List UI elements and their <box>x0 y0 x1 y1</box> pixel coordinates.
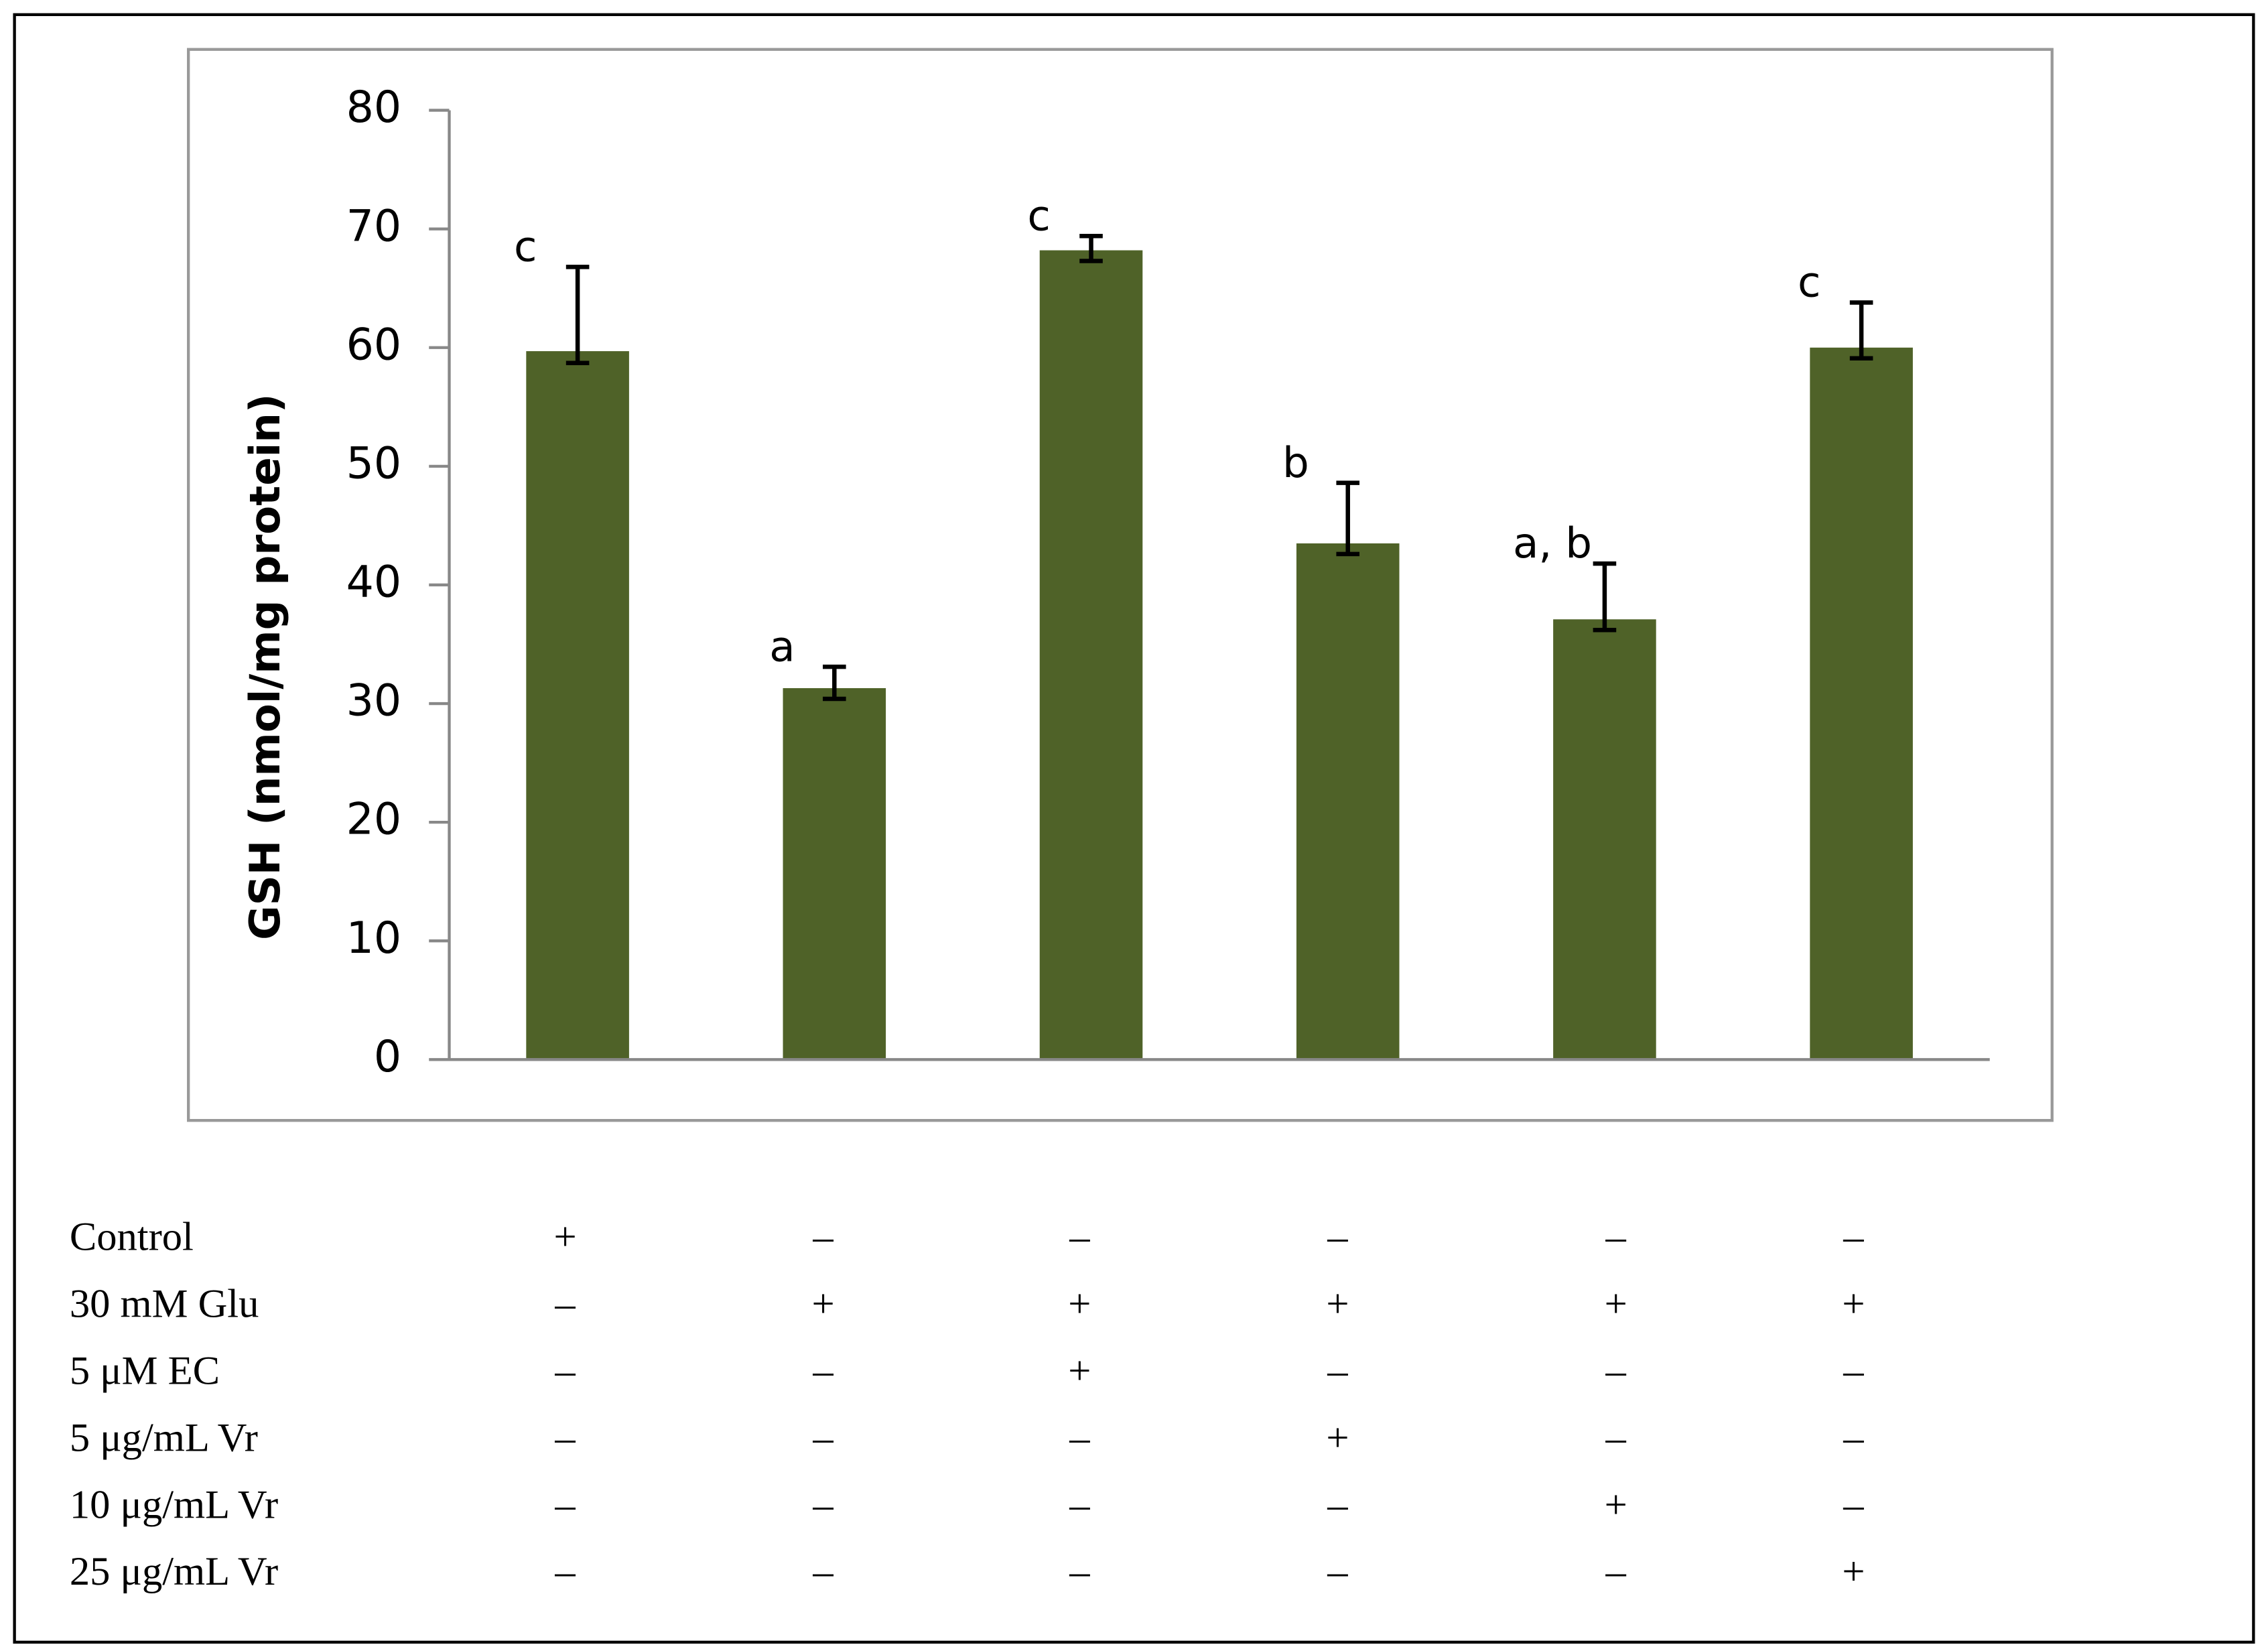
treatment-cell: – <box>1605 1415 1627 1460</box>
bar <box>1296 543 1400 1060</box>
treatment-cell: + <box>1605 1282 1627 1327</box>
treatment-cell: – <box>1327 1549 1348 1594</box>
row-label: 5 μg/mL Vr <box>70 1415 258 1460</box>
significance-label: b <box>1282 438 1309 487</box>
treatment-cell: – <box>1069 1482 1090 1527</box>
treatment-cell: – <box>812 1415 833 1460</box>
treatment-cell: – <box>1605 1549 1627 1594</box>
y-tick-label: 50 <box>346 438 402 488</box>
significance-label: c <box>1027 191 1050 240</box>
treatment-cell: + <box>1068 1282 1091 1327</box>
treatment-cell: – <box>554 1482 576 1527</box>
treatment-cell: – <box>1327 1482 1348 1527</box>
y-tick-label: 60 <box>346 320 402 370</box>
row-label: Control <box>70 1215 194 1260</box>
treatment-cell: – <box>1069 1215 1090 1260</box>
treatment-cell: – <box>554 1348 576 1393</box>
bar <box>1553 619 1656 1060</box>
y-tick-label: 10 <box>346 913 402 964</box>
treatment-cell: – <box>1843 1482 1864 1527</box>
row-label: 25 μg/mL Vr <box>70 1549 278 1594</box>
treatment-cell: + <box>1326 1282 1349 1327</box>
y-axis-label: GSH (nmol/mg protein) <box>241 393 289 939</box>
significance-label: c <box>1798 258 1820 307</box>
treatment-cell: – <box>812 1348 833 1393</box>
treatment-cell: – <box>554 1282 576 1327</box>
treatment-cell: + <box>1842 1282 1865 1327</box>
bar <box>526 351 629 1060</box>
y-tick-label: 30 <box>346 676 402 726</box>
y-tick-label: 0 <box>374 1032 401 1082</box>
treatment-cell: – <box>554 1549 576 1594</box>
y-tick-label: 40 <box>346 557 402 608</box>
treatment-cell: – <box>1843 1215 1864 1260</box>
y-tick-label: 70 <box>346 201 402 251</box>
plot-frame <box>187 48 2054 1122</box>
treatment-cell: – <box>1843 1348 1864 1393</box>
outer-border <box>13 13 2255 1644</box>
treatment-cell: + <box>1068 1348 1091 1393</box>
significance-label: a, b <box>1513 519 1592 568</box>
treatment-cell: – <box>1327 1215 1348 1260</box>
significance-label: c <box>514 222 537 271</box>
treatment-cell: – <box>554 1415 576 1460</box>
treatment-cell: – <box>1069 1415 1090 1460</box>
bar <box>1810 347 1913 1060</box>
treatment-cell: – <box>1605 1215 1627 1260</box>
treatment-cell: + <box>1326 1415 1349 1460</box>
row-label: 5 μM EC <box>70 1348 220 1393</box>
treatment-cell: – <box>1069 1549 1090 1594</box>
y-tick-label: 20 <box>346 795 402 845</box>
treatment-cell: – <box>1843 1415 1864 1460</box>
treatment-cell: + <box>1842 1549 1865 1594</box>
treatment-cell: – <box>1327 1348 1348 1393</box>
treatment-cell: + <box>1605 1482 1627 1527</box>
significance-label: a <box>769 622 795 671</box>
treatment-cell: – <box>812 1215 833 1260</box>
bar <box>1039 250 1143 1060</box>
treatment-cell: – <box>1605 1348 1627 1393</box>
bar <box>783 688 886 1060</box>
row-label: 10 μg/mL Vr <box>70 1482 278 1527</box>
y-tick-label: 80 <box>346 82 402 133</box>
treatment-cell: – <box>812 1549 833 1594</box>
treatment-cell: – <box>812 1482 833 1527</box>
row-label: 30 mM Glu <box>70 1282 259 1327</box>
treatment-cell: + <box>553 1215 576 1260</box>
treatment-cell: + <box>811 1282 834 1327</box>
